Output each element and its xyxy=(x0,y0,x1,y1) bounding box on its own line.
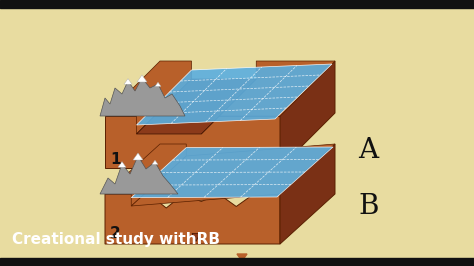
Polygon shape xyxy=(137,64,332,125)
Polygon shape xyxy=(137,79,256,134)
Polygon shape xyxy=(201,61,335,134)
Polygon shape xyxy=(118,162,126,167)
Polygon shape xyxy=(105,116,280,168)
Polygon shape xyxy=(280,144,335,244)
Polygon shape xyxy=(105,144,186,206)
Polygon shape xyxy=(237,254,247,261)
Polygon shape xyxy=(133,153,143,160)
Text: B: B xyxy=(358,193,379,220)
Polygon shape xyxy=(137,75,147,82)
Polygon shape xyxy=(131,147,333,198)
Polygon shape xyxy=(280,61,335,168)
Polygon shape xyxy=(192,234,200,242)
Text: A: A xyxy=(358,137,378,164)
Text: Creational study withRB: Creational study withRB xyxy=(12,232,220,247)
Polygon shape xyxy=(152,160,158,164)
Bar xyxy=(0,0,474,8)
Text: 2: 2 xyxy=(110,226,121,241)
Polygon shape xyxy=(155,82,161,86)
Polygon shape xyxy=(131,144,335,206)
Polygon shape xyxy=(105,61,191,134)
Text: 1: 1 xyxy=(110,152,120,167)
Polygon shape xyxy=(100,156,178,194)
Polygon shape xyxy=(124,78,132,84)
Polygon shape xyxy=(100,78,185,116)
Polygon shape xyxy=(105,194,280,244)
Bar xyxy=(0,258,474,266)
